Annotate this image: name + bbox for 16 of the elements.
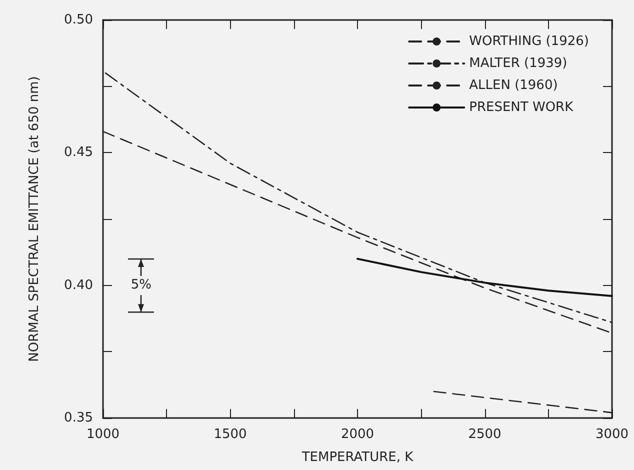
legend-label: PRESENT WORK <box>469 100 574 115</box>
y-axis-title: NORMAL SPECTRAL EMITTANCE (at 650 nm) <box>27 76 42 362</box>
x-tick-label: 2000 <box>340 427 374 442</box>
y-tick-label: 0.45 <box>64 145 93 160</box>
x-tick-label: 3000 <box>595 427 629 442</box>
annotation: 5% <box>130 278 152 293</box>
legend-label: MALTER (1939) <box>469 56 568 71</box>
x-tick-label: 1500 <box>214 427 247 442</box>
legend-label: WORTHING (1926) <box>469 34 590 49</box>
y-tick-label: 0.50 <box>64 12 93 28</box>
y-tick-label: 0.40 <box>64 278 93 293</box>
x-tick-label: 2500 <box>468 427 502 442</box>
x-axis-title: TEMPERATURE, K <box>300 450 414 465</box>
x-tick-label: 1000 <box>86 427 120 442</box>
y-tick-label: 0.35 <box>64 410 93 426</box>
legend-label: ALLEN (1960) <box>469 78 558 93</box>
